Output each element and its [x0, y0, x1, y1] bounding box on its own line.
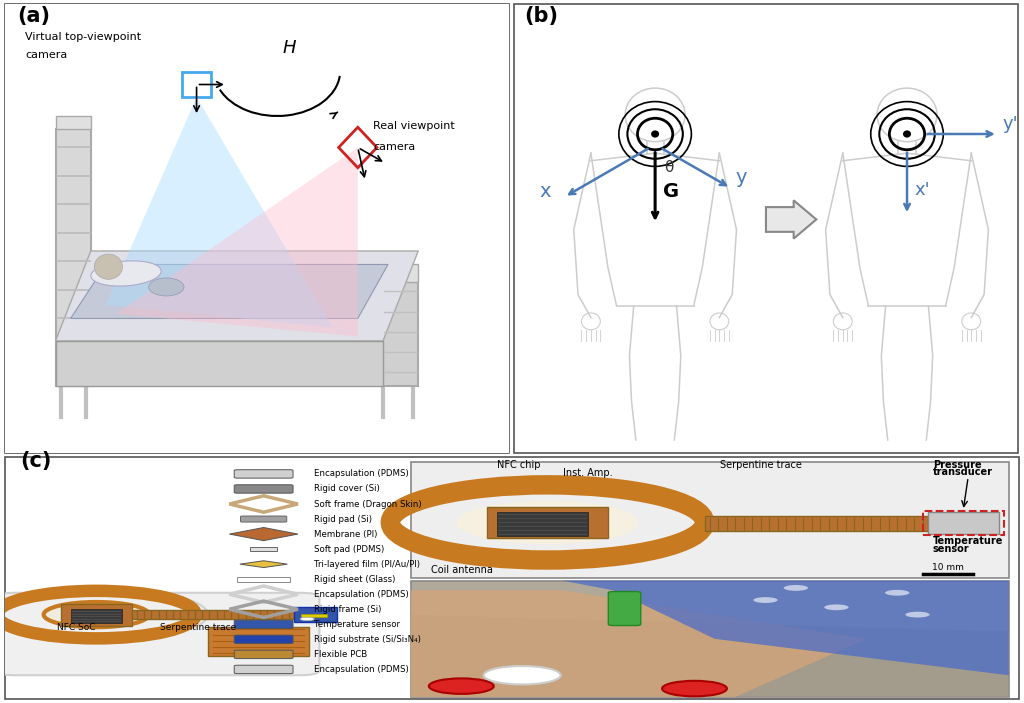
Circle shape [457, 501, 639, 544]
FancyBboxPatch shape [5, 4, 509, 453]
Text: x: x [540, 182, 551, 201]
FancyBboxPatch shape [514, 4, 1018, 453]
Polygon shape [563, 581, 1009, 675]
FancyBboxPatch shape [705, 517, 928, 531]
Circle shape [903, 130, 911, 138]
FancyBboxPatch shape [234, 665, 293, 673]
Polygon shape [411, 614, 1009, 697]
Text: NFC SoC: NFC SoC [57, 624, 95, 633]
Polygon shape [55, 341, 383, 386]
Text: camera: camera [373, 142, 415, 152]
Text: Inst. Amp.: Inst. Amp. [563, 468, 612, 478]
FancyBboxPatch shape [241, 516, 287, 522]
Text: Rigid substrate (Si/Si₃N₄): Rigid substrate (Si/Si₃N₄) [314, 635, 421, 644]
Text: Coil antenna: Coil antenna [431, 565, 493, 575]
Circle shape [824, 605, 849, 610]
Polygon shape [116, 148, 357, 337]
Circle shape [651, 130, 659, 138]
FancyBboxPatch shape [208, 627, 309, 656]
Text: Tri-layered film (PI/Au/PI): Tri-layered film (PI/Au/PI) [314, 560, 420, 569]
Polygon shape [383, 264, 418, 283]
FancyBboxPatch shape [132, 610, 294, 619]
Text: (c): (c) [20, 451, 51, 470]
Polygon shape [71, 264, 388, 318]
Circle shape [483, 666, 561, 685]
Circle shape [663, 681, 727, 697]
FancyBboxPatch shape [234, 635, 293, 643]
Polygon shape [229, 527, 298, 541]
Circle shape [44, 602, 150, 627]
Polygon shape [411, 591, 866, 697]
FancyBboxPatch shape [5, 457, 1019, 699]
Text: G: G [663, 182, 679, 201]
Polygon shape [383, 283, 418, 386]
Circle shape [429, 678, 494, 694]
FancyBboxPatch shape [234, 650, 293, 659]
Text: (b): (b) [524, 6, 558, 25]
FancyBboxPatch shape [71, 609, 122, 623]
FancyBboxPatch shape [60, 604, 132, 626]
Text: H: H [283, 39, 296, 57]
Circle shape [300, 617, 314, 621]
Text: transducer: transducer [933, 467, 992, 477]
Circle shape [0, 588, 208, 641]
Polygon shape [55, 341, 91, 386]
FancyBboxPatch shape [608, 591, 641, 626]
Text: 10 mm: 10 mm [932, 562, 964, 572]
FancyBboxPatch shape [5, 4, 509, 453]
FancyBboxPatch shape [411, 462, 1009, 578]
FancyBboxPatch shape [238, 576, 290, 581]
Ellipse shape [91, 261, 161, 286]
Text: Serpentine trace: Serpentine trace [160, 624, 236, 633]
FancyBboxPatch shape [301, 614, 328, 617]
FancyBboxPatch shape [486, 507, 608, 538]
Text: x': x' [914, 181, 930, 199]
Polygon shape [55, 116, 91, 129]
Text: Encapsulation (PDMS): Encapsulation (PDMS) [314, 590, 409, 599]
Text: Temperature sensor: Temperature sensor [314, 620, 400, 628]
Text: y: y [735, 169, 748, 188]
Polygon shape [240, 561, 288, 567]
FancyBboxPatch shape [234, 470, 293, 478]
Text: Soft frame (Dragon Skin): Soft frame (Dragon Skin) [314, 500, 422, 508]
Circle shape [754, 597, 777, 603]
Text: θ: θ [665, 160, 674, 175]
Text: Encapsulation (PDMS): Encapsulation (PDMS) [314, 665, 409, 674]
FancyBboxPatch shape [251, 547, 276, 551]
Text: Rigid pad (Si): Rigid pad (Si) [314, 515, 373, 524]
Text: Encapsulation (PDMS): Encapsulation (PDMS) [314, 470, 409, 479]
Text: camera: camera [26, 49, 68, 60]
Text: Membrane (PI): Membrane (PI) [314, 529, 378, 538]
Text: Virtual top-viewpoint: Virtual top-viewpoint [26, 32, 141, 41]
Text: Rigid frame (Si): Rigid frame (Si) [314, 605, 382, 614]
Text: sensor: sensor [933, 543, 970, 553]
Text: Rigid cover (Si): Rigid cover (Si) [314, 484, 380, 494]
Text: Soft pad (PDMS): Soft pad (PDMS) [314, 545, 385, 554]
Text: Real viewpoint: Real viewpoint [373, 122, 455, 131]
Circle shape [885, 590, 909, 595]
Circle shape [94, 254, 123, 279]
Text: Temperature: Temperature [933, 536, 1004, 546]
Text: Flexible PCB: Flexible PCB [314, 650, 368, 659]
FancyBboxPatch shape [294, 607, 337, 622]
Polygon shape [55, 129, 91, 341]
FancyBboxPatch shape [234, 620, 293, 628]
Polygon shape [55, 251, 418, 341]
FancyBboxPatch shape [497, 512, 588, 536]
Text: NFC chip: NFC chip [497, 460, 541, 470]
Text: y': y' [1002, 115, 1018, 134]
FancyBboxPatch shape [928, 512, 998, 534]
Polygon shape [105, 97, 333, 328]
FancyBboxPatch shape [0, 593, 319, 675]
FancyArrow shape [766, 200, 816, 238]
Text: Pressure: Pressure [933, 460, 981, 470]
Text: Rigid sheet (Glass): Rigid sheet (Glass) [314, 574, 395, 583]
Circle shape [783, 585, 808, 591]
Circle shape [905, 612, 930, 617]
Text: Serpentine trace: Serpentine trace [720, 460, 802, 470]
Ellipse shape [148, 278, 184, 296]
FancyBboxPatch shape [411, 581, 1009, 697]
Text: (a): (a) [17, 6, 51, 25]
FancyBboxPatch shape [234, 485, 293, 494]
